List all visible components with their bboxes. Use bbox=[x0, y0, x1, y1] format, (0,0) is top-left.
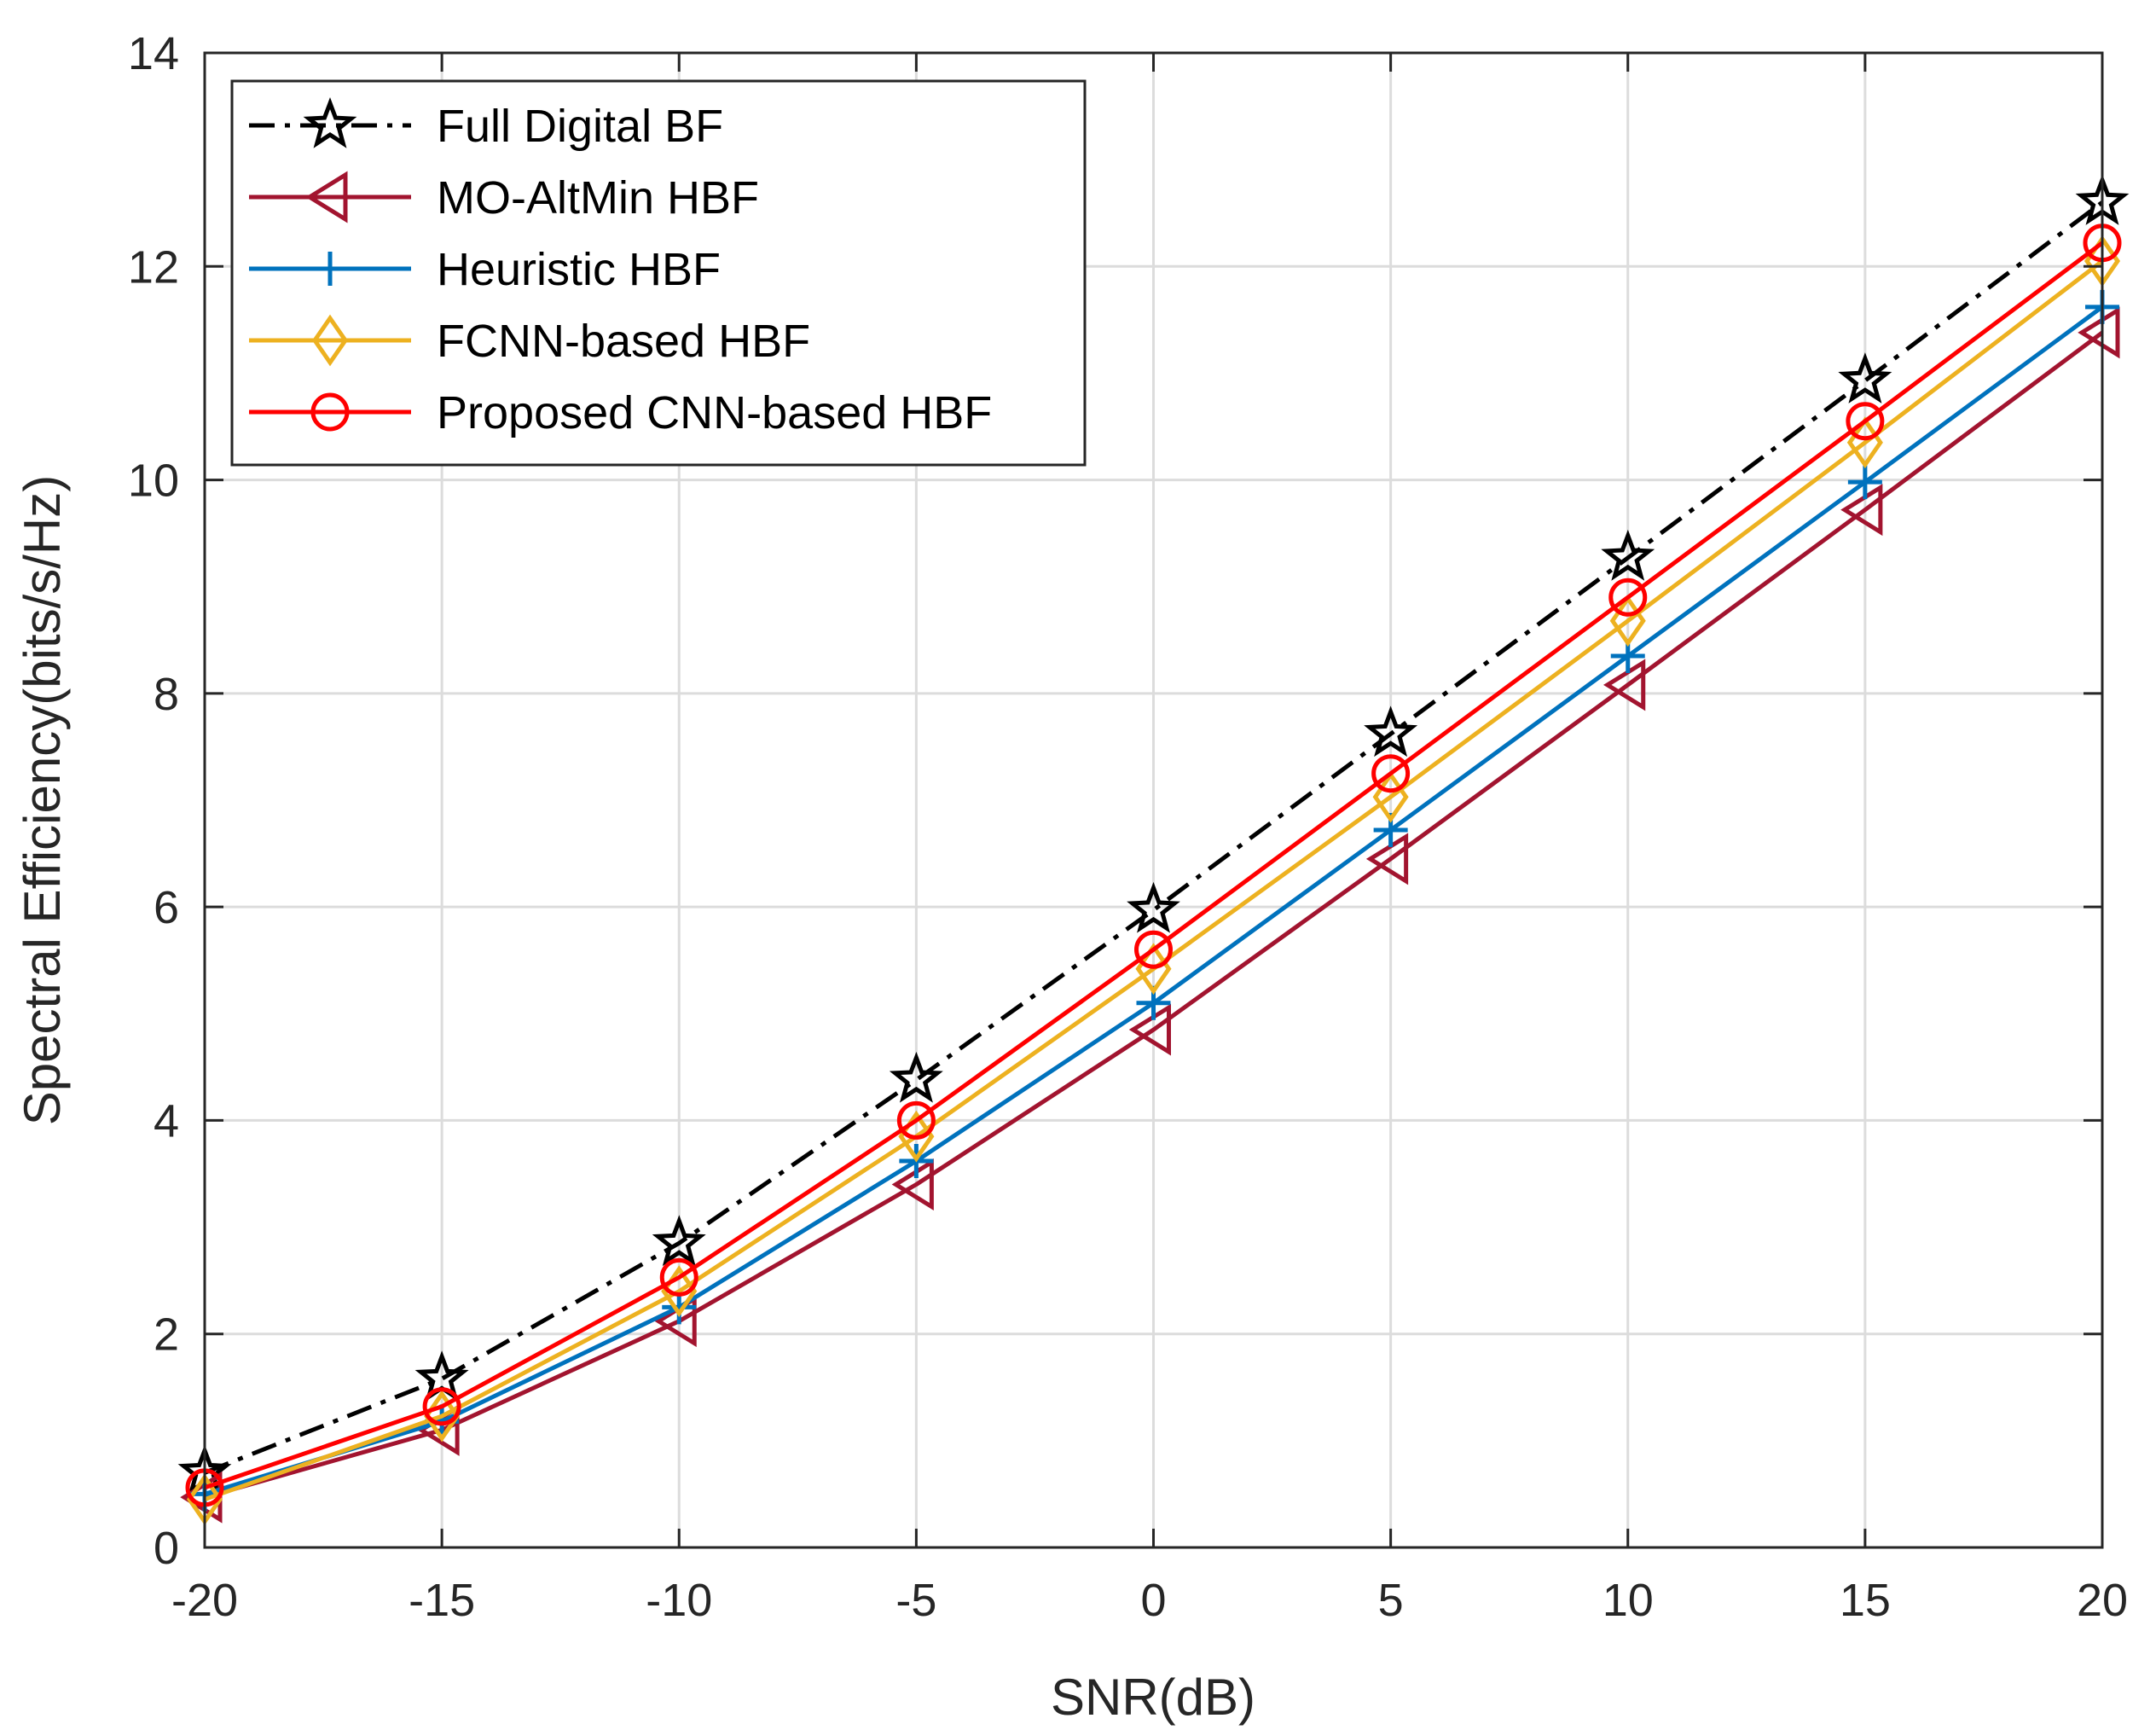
y-tick-label: 2 bbox=[154, 1309, 179, 1361]
data-point-proposed-cnn-based-hbf bbox=[1608, 578, 1648, 617]
data-point-heuristic-hbf bbox=[1847, 465, 1882, 500]
data-point-proposed-cnn-based-hbf bbox=[422, 1387, 461, 1426]
data-point-mo-altmin-hbf bbox=[1365, 833, 1409, 885]
data-point-full-digital-bf bbox=[1127, 881, 1180, 933]
x-tick-label: -5 bbox=[895, 1575, 936, 1626]
legend: Full Digital BF MO-AltMin HBF Heuristic HB… bbox=[230, 79, 1087, 467]
y-tick-label: 4 bbox=[154, 1095, 179, 1147]
legend-marker-proposed-cnn-based-hbf bbox=[310, 392, 350, 432]
legend-marker-mo-altmin-hbf bbox=[305, 171, 348, 224]
y-tick-label: 12 bbox=[128, 241, 179, 293]
data-point-full-digital-bf bbox=[1601, 529, 1655, 581]
data-point-full-digital-bf bbox=[889, 1051, 943, 1103]
data-point-proposed-cnn-based-hbf bbox=[659, 1257, 698, 1297]
legend-label-fcnn-based-hbf: FCNN-based HBF bbox=[437, 316, 810, 367]
legend-label-full-digital-bf: Full Digital BF bbox=[437, 101, 723, 152]
x-tick-label: -15 bbox=[409, 1575, 475, 1626]
y-tick-label: 0 bbox=[154, 1523, 179, 1574]
legend-marker-full-digital-bf bbox=[303, 96, 357, 148]
data-point-proposed-cnn-based-hbf bbox=[896, 1100, 936, 1140]
legend-label-proposed-cnn-based-hbf: Proposed CNN-based HBF bbox=[437, 387, 992, 438]
ticks: -20 -15 -10 -5 0 5 10 15 20 0 2 4 6 8 10 12 14 bbox=[128, 28, 2128, 1626]
series-proposed-cnn-based-hbf bbox=[185, 224, 2122, 1507]
x-tick-label: -10 bbox=[646, 1575, 712, 1626]
legend-box bbox=[230, 79, 1087, 467]
data-point-proposed-cnn-based-hbf bbox=[1371, 754, 1411, 793]
x-tick-label: 10 bbox=[1603, 1575, 1654, 1626]
legend-marker-heuristic-hbf bbox=[313, 252, 347, 286]
series-line-proposed-cnn-based-hbf bbox=[204, 241, 2104, 1490]
data-point-full-digital-bf bbox=[1364, 705, 1418, 758]
y-tick-label: 6 bbox=[154, 882, 179, 933]
series-layer bbox=[177, 174, 2130, 1526]
legend-marker-fcnn-based-hbf bbox=[311, 314, 349, 367]
y-tick-label: 14 bbox=[128, 28, 179, 79]
x-axis-label: SNR(dB) bbox=[1051, 1669, 1255, 1726]
x-tick-label: 20 bbox=[2077, 1575, 2128, 1626]
legend-label-mo-altmin-hbf: MO-AltMin HBF bbox=[437, 172, 759, 224]
y-axis-label: Spectral Efficiency(bits/s/Hz) bbox=[14, 475, 71, 1125]
data-point-proposed-cnn-based-hbf bbox=[1134, 930, 1173, 969]
data-point-full-digital-bf bbox=[652, 1215, 706, 1267]
data-point-mo-altmin-hbf bbox=[1128, 1003, 1171, 1056]
data-point-proposed-cnn-based-hbf bbox=[1846, 402, 1885, 441]
legend-label-heuristic-hbf: Heuristic HBF bbox=[437, 244, 721, 295]
series-line-full-digital-bf bbox=[204, 200, 2104, 1475]
y-tick-label: 8 bbox=[154, 669, 179, 720]
data-point-full-digital-bf bbox=[1838, 352, 1892, 403]
y-tick-label: 10 bbox=[128, 456, 179, 507]
data-point-mo-altmin-hbf bbox=[1840, 484, 1883, 537]
data-point-mo-altmin-hbf bbox=[1603, 659, 1646, 711]
x-tick-label: -20 bbox=[171, 1575, 238, 1626]
series-line-mo-altmin-hbf bbox=[204, 330, 2104, 1500]
x-tick-label: 15 bbox=[1840, 1575, 1891, 1626]
data-point-mo-altmin-hbf bbox=[891, 1158, 934, 1211]
x-tick-label: 0 bbox=[1140, 1575, 1166, 1626]
x-tick-label: 5 bbox=[1378, 1575, 1404, 1626]
data-point-mo-altmin-hbf bbox=[2078, 306, 2120, 359]
